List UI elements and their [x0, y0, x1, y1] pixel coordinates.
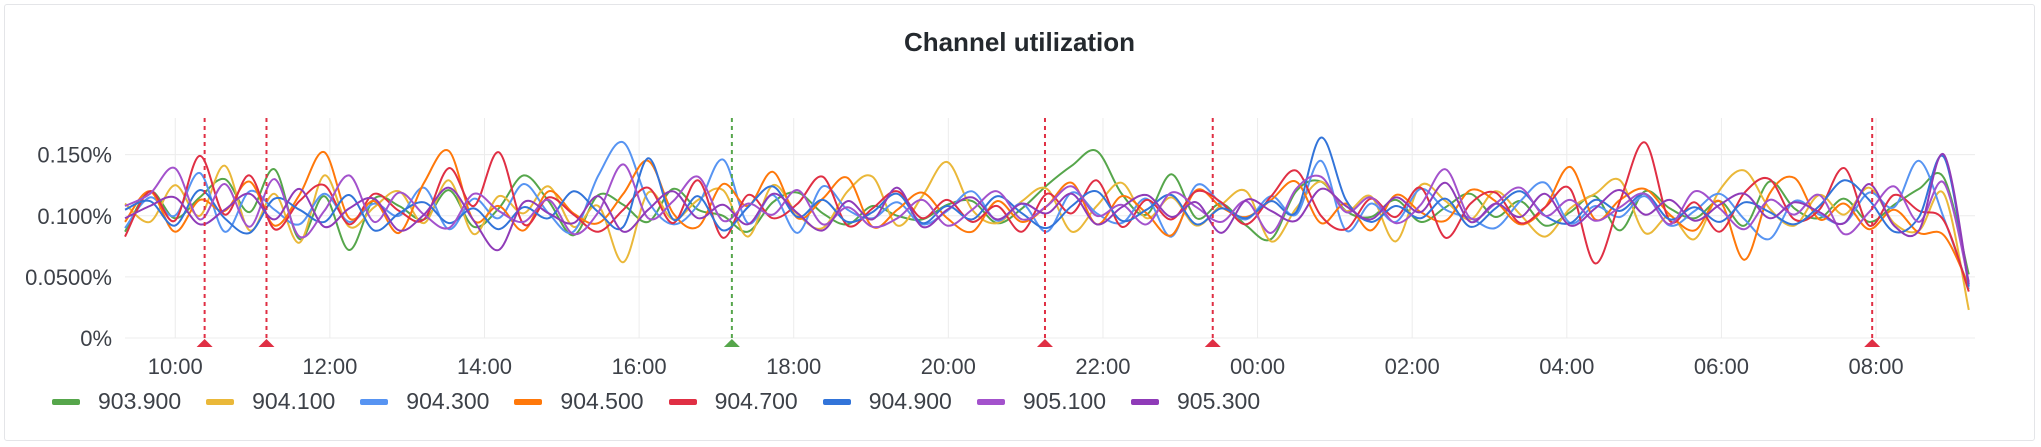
chart-panel: Channel utilization — [4, 4, 2035, 441]
legend-swatch — [514, 398, 543, 405]
series-lines — [124, 136, 1970, 311]
x-tick-label: 08:00 — [1849, 354, 1904, 379]
legend-item[interactable]: 904.300 — [360, 388, 489, 415]
legend-swatch — [360, 398, 389, 405]
legend-item[interactable]: 904.900 — [822, 388, 952, 415]
y-tick-label: 0.0500% — [25, 265, 112, 290]
series-line-904-900[interactable] — [124, 136, 1970, 287]
panel-title: Channel utilization — [903, 27, 1136, 57]
x-tick-label: 20:00 — [921, 354, 976, 379]
x-axis: 10:00 12:00 14:00 16:00 18:00 20:00 22:00 00:00… — [148, 354, 1904, 379]
legend-item[interactable]: 904.500 — [514, 388, 644, 415]
y-tick-label: 0.150% — [37, 143, 112, 168]
x-tick-label: 02:00 — [1385, 354, 1440, 379]
series-line-904-700[interactable] — [124, 141, 1970, 292]
annotation-marker[interactable] — [1864, 339, 1881, 347]
legend: 903.900 904.100 904.300 904.500 904.700 904.9… — [52, 388, 1285, 415]
alert-annotations — [196, 118, 1881, 347]
legend-swatch — [1130, 398, 1159, 405]
legend-swatch — [206, 398, 235, 405]
series-line-905-300[interactable] — [124, 153, 1970, 285]
annotation-marker[interactable] — [1036, 339, 1053, 347]
x-tick-label: 22:00 — [1075, 354, 1130, 379]
legend-item[interactable]: 904.700 — [668, 388, 798, 415]
annotation-marker[interactable] — [723, 339, 740, 347]
x-tick-label: 12:00 — [302, 354, 357, 379]
x-tick-label: 14:00 — [457, 354, 512, 379]
legend-label: 904.300 — [406, 388, 490, 414]
legend-label: 903.900 — [98, 388, 182, 414]
x-tick-label: 10:00 — [148, 354, 203, 379]
x-tick-label: 04:00 — [1539, 354, 1594, 379]
series-line-905-100[interactable] — [124, 163, 1970, 283]
legend-swatch — [976, 398, 1005, 405]
legend-label: 905.100 — [1022, 388, 1106, 414]
legend-swatch — [668, 398, 697, 405]
x-tick-label: 06:00 — [1694, 354, 1749, 379]
annotation-marker[interactable] — [1204, 339, 1221, 347]
legend-label: 904.500 — [560, 388, 644, 414]
legend-item[interactable]: 905.100 — [976, 388, 1106, 415]
y-tick-label: 0% — [80, 326, 112, 351]
legend-item[interactable]: 903.900 — [52, 388, 181, 415]
y-axis: 0% 0.0500% 0.100% 0.150% — [25, 143, 112, 351]
x-tick-label: 18:00 — [766, 354, 821, 379]
legend-item[interactable]: 904.100 — [206, 388, 335, 415]
y-tick-label: 0.100% — [37, 204, 112, 229]
annotation-marker[interactable] — [196, 339, 213, 347]
legend-label: 905.300 — [1176, 388, 1261, 414]
legend-item[interactable]: 905.300 — [1130, 388, 1261, 415]
legend-label: 904.700 — [714, 388, 798, 414]
annotation-marker[interactable] — [258, 339, 275, 347]
legend-label: 904.100 — [252, 388, 336, 414]
x-tick-label: 16:00 — [612, 354, 667, 379]
x-tick-label: 00:00 — [1230, 354, 1285, 379]
legend-swatch — [822, 398, 851, 405]
legend-swatch — [52, 398, 80, 405]
legend-label: 904.900 — [868, 388, 952, 414]
